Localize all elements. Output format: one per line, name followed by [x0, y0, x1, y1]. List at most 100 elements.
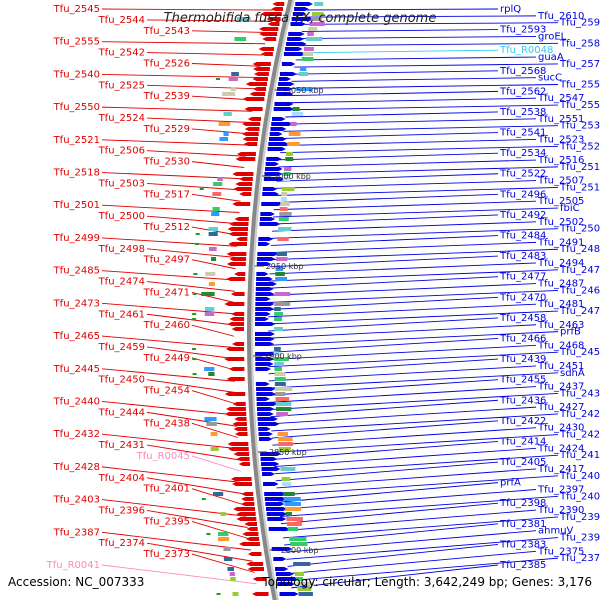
category-block	[212, 207, 220, 211]
minus-strand-gene	[241, 502, 255, 506]
plus-strand-gene	[265, 502, 285, 506]
leader-line	[267, 324, 537, 339]
minus-strand-gene	[243, 142, 258, 146]
gene-label: Tfu_2539	[143, 91, 190, 102]
plus-strand-gene	[256, 387, 276, 391]
leader-line	[101, 335, 235, 348]
category-block	[299, 67, 307, 71]
plus-strand-gene	[267, 147, 286, 151]
leader-line	[270, 235, 499, 246]
gene-label: Tfu_2508	[559, 224, 600, 235]
gene-marker	[192, 293, 197, 295]
plus-strand-gene	[276, 577, 299, 581]
gene-label: Tfu_2374	[98, 538, 145, 549]
leader-line	[280, 145, 559, 154]
gene-label: Tfu_2496	[499, 189, 546, 200]
minus-strand-gene	[234, 217, 249, 221]
gene-label: Tfu_2573	[559, 59, 600, 70]
gene-label: Tfu_2459	[98, 342, 145, 353]
leader-line	[276, 173, 499, 182]
minus-strand-gene	[247, 567, 264, 571]
leader-line	[191, 259, 236, 270]
gene-marker	[215, 78, 220, 80]
category-block	[287, 527, 299, 531]
minus-strand-gene	[246, 527, 258, 531]
plus-strand-gene	[255, 292, 275, 296]
leader-line	[191, 292, 235, 303]
gene-label: Tfu_2394	[559, 533, 600, 544]
leader-line	[268, 338, 499, 353]
leader-line	[268, 289, 559, 303]
leader-line	[275, 180, 537, 189]
gene-label: Tfu_2407	[559, 471, 600, 482]
leader-line	[146, 379, 236, 393]
minus-strand-gene	[242, 132, 259, 136]
leader-line	[146, 182, 242, 191]
leader-line	[278, 159, 537, 168]
category-block	[208, 372, 215, 376]
leader-line	[191, 30, 268, 33]
leader-line	[278, 482, 499, 503]
minus-strand-gene	[253, 72, 269, 76]
gene-label: prfA	[500, 478, 521, 489]
plus-strand-gene	[260, 212, 275, 216]
plus-strand-gene	[288, 32, 305, 36]
minus-strand-gene	[235, 157, 256, 161]
gene-label: Tfu_2477	[499, 272, 546, 283]
leader-line	[274, 454, 559, 475]
leader-line	[146, 215, 239, 225]
gene-label: Tfu_2523	[537, 134, 584, 145]
leader-line	[146, 84, 257, 90]
minus-strand-gene	[259, 27, 279, 31]
gene-label: Tfu_2506	[98, 146, 145, 157]
plus-strand-gene	[255, 287, 274, 291]
plus-strand-gene	[258, 237, 274, 241]
category-block	[230, 87, 237, 91]
leader-line	[268, 303, 537, 318]
gene-label: Tfu_2610	[537, 11, 584, 22]
gene-label: rplQ	[500, 4, 521, 15]
position-ticks: 3050 kbp 3000 kbp 2950 kbp 2900 kbp 2850 kbp…	[253, 86, 324, 555]
category-block	[274, 347, 281, 351]
plus-strand-gene	[255, 362, 274, 366]
plus-strand-gene	[274, 567, 289, 571]
gene-label: guaA	[538, 52, 564, 63]
minus-strand-gene	[246, 562, 264, 566]
tick-label: 2950 kbp	[266, 262, 304, 271]
gene-label: Tfu_R0045	[136, 451, 190, 462]
leader-line	[288, 550, 537, 575]
minus-strand-gene	[230, 292, 245, 296]
plus-strand-gene	[278, 77, 291, 81]
leader-line	[101, 41, 266, 45]
plus-strand-gene	[265, 167, 283, 171]
leader-line	[284, 523, 499, 546]
leader-line	[191, 161, 245, 168]
gene-label: Tfu_2404	[98, 473, 145, 484]
plus-strand-gene	[257, 417, 278, 421]
plus-strand-gene	[262, 472, 276, 476]
leader-line	[274, 447, 537, 468]
gene-label: Tfu_2451	[537, 361, 584, 372]
gene-label: Tfu_2378	[559, 553, 600, 564]
plus-strand-gene	[258, 242, 271, 246]
minus-strand-gene	[258, 47, 274, 51]
accession-text: Accession: NC_007333	[8, 575, 144, 589]
minus-strand-gene	[252, 77, 268, 81]
minus-strand-gene	[236, 517, 257, 521]
category-block	[218, 537, 230, 541]
category-block	[274, 362, 285, 366]
leader-line	[191, 455, 241, 472]
gene-label: Tfu_2559	[559, 100, 600, 111]
minus-strand-gene	[235, 182, 253, 186]
leader-line	[279, 489, 537, 510]
gene-label: Tfu_2538	[499, 107, 546, 118]
category-block	[275, 407, 292, 411]
gene-label: sdhA	[560, 368, 585, 379]
genome-backbone-highlight	[251, 0, 295, 600]
gene-marker	[192, 358, 197, 360]
category-block	[210, 432, 218, 436]
gene-label: Tfu_2401	[143, 484, 190, 495]
category-block	[212, 492, 224, 496]
